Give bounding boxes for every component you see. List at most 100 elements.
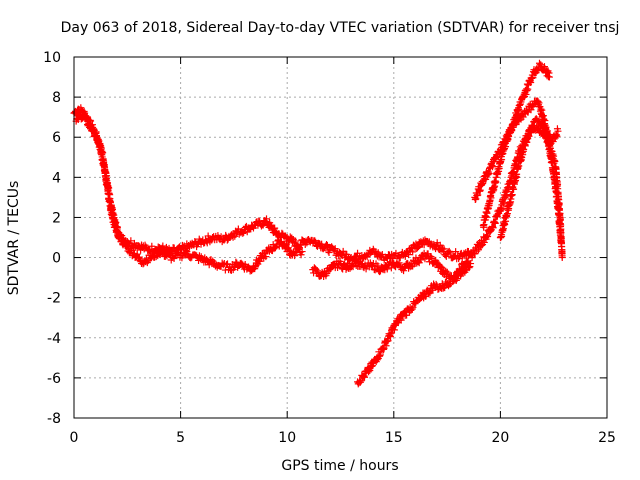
data-point-fill [312,266,320,274]
data-point-fill [409,248,417,256]
y-tick-label: 2 [52,210,61,226]
data-point-fill [292,237,300,245]
data-point-fill [112,218,120,226]
data-point-fill [151,253,159,261]
data-point-fill [123,242,131,250]
data-point-fill [503,211,511,219]
data-point-fill [529,74,537,82]
data-point-fill [239,229,247,237]
data-point-fill [390,326,398,334]
data-point-fill [345,259,353,267]
data-point-fill [222,261,230,269]
data-point-fill [127,237,135,245]
data-point-fill [525,132,533,140]
data-point-fill [445,247,453,255]
data-point-fill [84,119,92,127]
data-point-fill [113,224,121,232]
data-point-fill [447,280,455,288]
y-tick-label: 0 [52,251,61,267]
y-tick-label: 10 [43,50,61,66]
data-point-fill [295,245,303,253]
data-point-fill [557,238,565,246]
data-point-fill [135,253,143,261]
data-point-fill [327,265,335,273]
data-point-fill [376,268,384,276]
data-point-fill [127,245,135,253]
data-point-fill [89,123,97,131]
data-point-fill [297,251,305,259]
data-point-fill [499,225,507,233]
data-point-fill [263,215,271,223]
data-point-fill [442,252,450,260]
data-point-fill [361,373,369,381]
data-point-fill [492,178,500,186]
data-point-fill [152,253,160,261]
x-tick-label: 5 [176,430,185,446]
plot-frame [73,56,608,419]
data-point-fill [356,378,364,386]
data-point-fill [314,239,322,247]
data-point-fill [90,125,98,133]
data-point-fill [224,260,232,268]
data-point-fill [440,245,448,253]
data-point-fill [545,69,553,77]
data-point-fill [144,257,152,265]
data-point-fill [536,61,544,69]
x-tick-label: 20 [491,430,509,446]
data-point-fill [553,132,561,140]
grid [74,57,607,418]
data-point-fill [558,249,566,257]
data-point-fill [160,247,168,255]
data-point-fill [491,219,499,227]
data-point-fill [405,251,413,259]
data-point-fill [288,234,296,242]
data-point-fill [472,195,480,203]
data-point-fill [441,284,449,292]
data-point-fill [249,224,257,232]
data-point-fill [474,191,482,199]
data-point-fill [538,118,546,126]
data-points [70,59,566,388]
data-point-fill [505,132,513,140]
data-point-fill [340,260,348,268]
data-point-fill [366,367,374,375]
data-point-fill [446,249,454,257]
x-tick-label: 10 [278,430,296,446]
y-axis-label: SDTVAR / TECUs [6,181,22,296]
data-point-fill [389,258,397,266]
x-tick-label: 15 [385,430,403,446]
data-point-fill [343,250,351,258]
data-point-fill [425,288,433,296]
data-point-fill [121,239,129,247]
data-point-fill [502,217,510,225]
data-point-fill [388,250,396,258]
data-point-fill [76,110,84,118]
data-point-fill [484,232,492,240]
data-point-fill [142,243,150,251]
data-point-fill [323,240,331,248]
data-point-fill [383,265,391,273]
data-point-fill [482,175,490,183]
data-point-fill [415,295,423,303]
data-point-fill [502,143,510,151]
data-point-fill [523,107,531,115]
data-point-fill [414,244,422,252]
data-point-fill [116,231,124,239]
data-point-fill [432,280,440,288]
data-point-fill [408,305,416,313]
data-point-fill [325,249,333,257]
data-point-fill [334,264,342,272]
data-point-fill [267,221,275,229]
data-point-fill [357,377,365,385]
data-point-fill [409,303,417,311]
data-point-fill [515,101,523,109]
x-tick-label: 0 [70,430,79,446]
x-tick-label: 25 [598,430,616,446]
data-point-fill [535,59,543,67]
data-point-fill [556,219,564,227]
y-tick-label: -8 [47,411,61,427]
data-point-fill [553,125,561,133]
data-point-fill [555,211,563,219]
data-point-fill [166,250,174,258]
